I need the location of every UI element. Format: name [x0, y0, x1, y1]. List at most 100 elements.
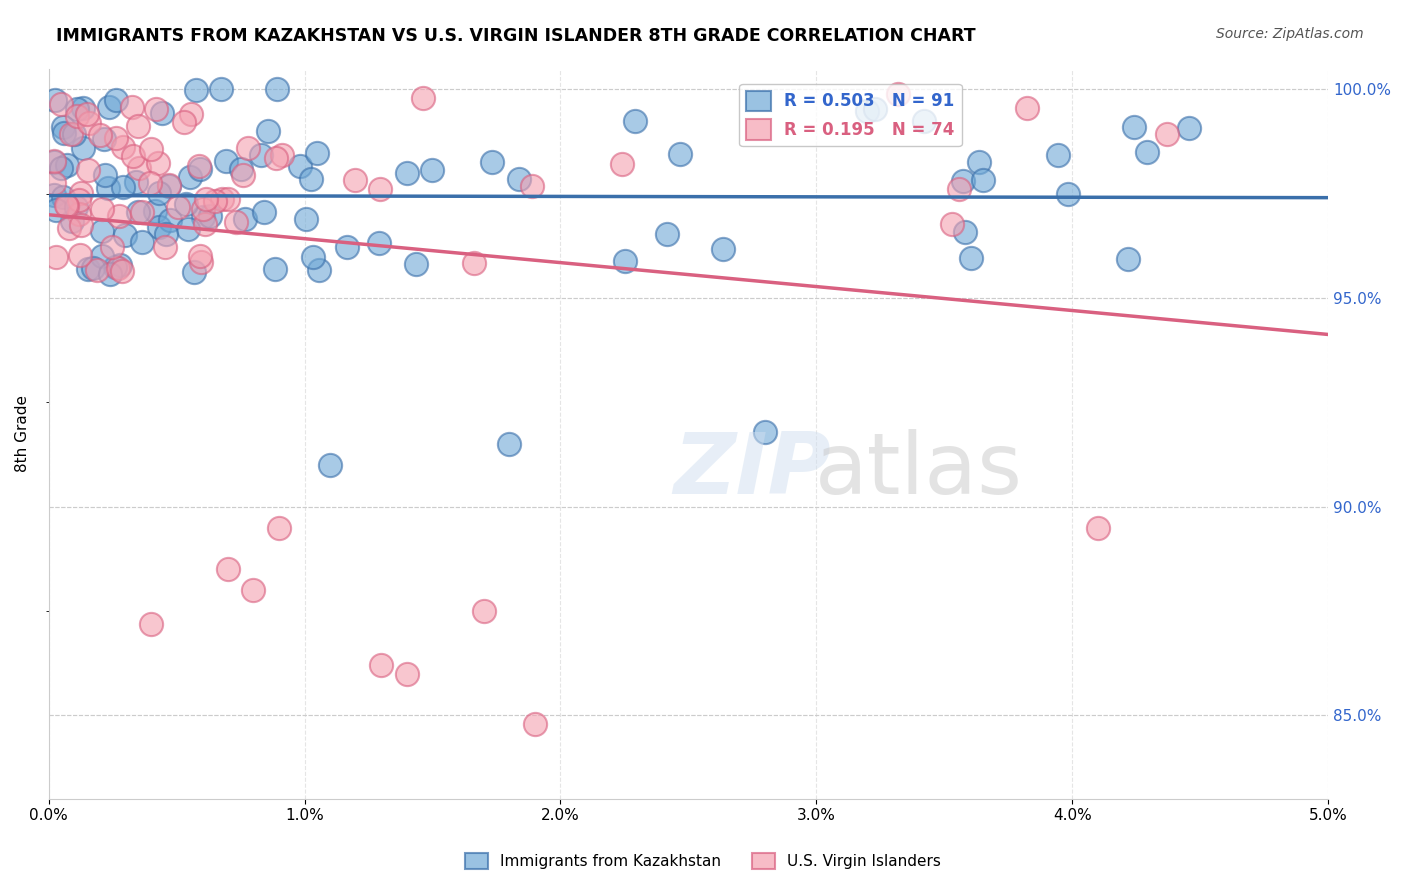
Point [42, 187, 65, 202]
Point [336, 239, 359, 253]
Point [188, 159, 211, 173]
Point [131, 235, 153, 249]
Point [51, 161, 73, 176]
Legend: Immigrants from Kazakhstan, U.S. Virgin Islanders: Immigrants from Kazakhstan, U.S. Virgin … [458, 847, 948, 875]
Point [139, 143, 162, 157]
Y-axis label: 8th Grade: 8th Grade [15, 395, 30, 472]
Point [523, 716, 546, 731]
Point [370, 658, 392, 673]
Point [1017, 101, 1039, 115]
Legend: R = 0.503   N = 91, R = 0.195   N = 74: R = 0.503 N = 91, R = 0.195 N = 74 [740, 84, 962, 146]
Point [257, 123, 280, 137]
Point [159, 212, 181, 227]
Point [1178, 120, 1201, 135]
Point [150, 106, 173, 120]
Point [59, 128, 82, 142]
Point [1122, 120, 1144, 134]
Point [1116, 252, 1139, 266]
Point [955, 225, 977, 239]
Point [249, 148, 271, 162]
Point [1046, 147, 1069, 161]
Point [167, 201, 190, 215]
Point [157, 178, 180, 193]
Point [127, 119, 149, 133]
Point [58, 220, 80, 235]
Point [127, 205, 149, 219]
Point [368, 235, 391, 250]
Point [72, 101, 94, 115]
Point [209, 82, 232, 96]
Point [108, 209, 131, 223]
Point [91, 202, 114, 216]
Point [294, 212, 316, 227]
Point [967, 155, 990, 169]
Point [107, 261, 129, 276]
Point [395, 666, 418, 681]
Text: ZIP: ZIP [673, 429, 831, 512]
Point [155, 227, 177, 241]
Point [302, 250, 325, 264]
Point [79, 116, 101, 130]
Point [1156, 127, 1178, 141]
Point [42, 176, 65, 190]
Point [69, 218, 91, 232]
Point [86, 263, 108, 277]
Point [131, 205, 153, 219]
Point [887, 87, 910, 102]
Point [948, 182, 970, 196]
Point [180, 106, 202, 120]
Point [52, 120, 75, 134]
Point [266, 82, 288, 96]
Point [44, 93, 66, 107]
Point [198, 209, 221, 223]
Point [264, 152, 287, 166]
Point [498, 437, 520, 451]
Point [67, 207, 90, 221]
Point [229, 161, 252, 176]
Point [67, 193, 90, 207]
Point [98, 100, 121, 114]
Point [952, 174, 974, 188]
Point [112, 180, 135, 194]
Point [70, 186, 93, 200]
Point [612, 157, 634, 171]
Point [105, 93, 128, 107]
Point [76, 261, 98, 276]
Point [104, 131, 127, 145]
Point [264, 262, 287, 277]
Point [319, 458, 342, 472]
Point [89, 128, 111, 143]
Point [271, 148, 294, 162]
Point [711, 242, 734, 256]
Point [139, 616, 162, 631]
Point [98, 268, 121, 282]
Point [186, 82, 208, 96]
Point [211, 192, 233, 206]
Point [191, 210, 214, 224]
Point [69, 248, 91, 262]
Point [668, 147, 690, 161]
Point [288, 159, 311, 173]
Point [173, 115, 195, 129]
Point [145, 102, 167, 116]
Point [233, 212, 256, 227]
Point [42, 154, 65, 169]
Point [93, 132, 115, 146]
Point [121, 100, 143, 114]
Point [215, 153, 238, 168]
Point [463, 256, 485, 270]
Point [232, 168, 254, 182]
Point [481, 155, 503, 169]
Point [174, 197, 197, 211]
Point [72, 141, 94, 155]
Point [128, 161, 150, 176]
Point [655, 227, 678, 241]
Point [960, 251, 983, 265]
Point [204, 194, 226, 208]
Point [190, 254, 212, 268]
Point [520, 178, 543, 193]
Point [856, 103, 879, 118]
Point [624, 114, 647, 128]
Point [97, 181, 120, 195]
Point [412, 91, 434, 105]
